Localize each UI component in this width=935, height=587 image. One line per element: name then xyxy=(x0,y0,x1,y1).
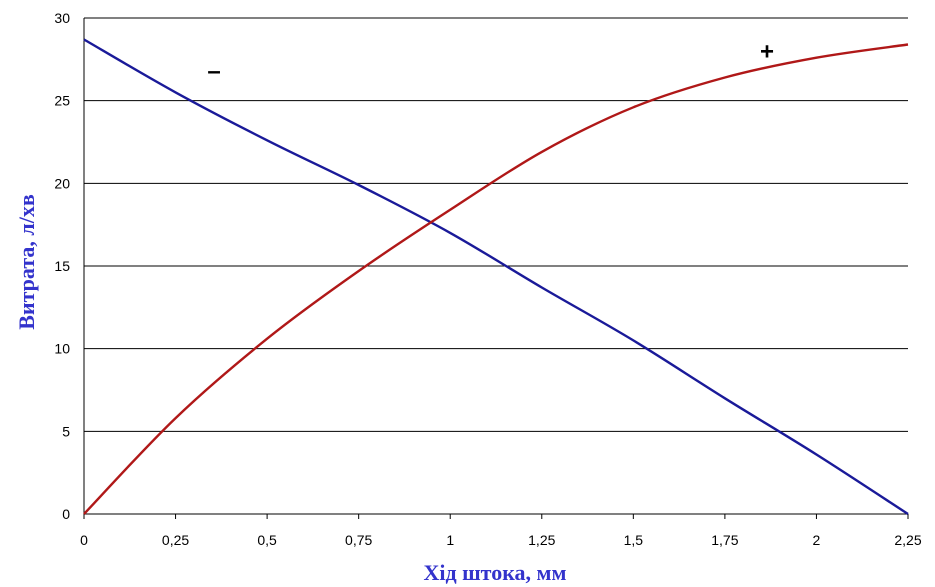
x-tick-label: 1,5 xyxy=(624,532,644,548)
y-tick-label: 10 xyxy=(54,341,70,357)
x-tick-label: 0,75 xyxy=(345,532,372,548)
x-tick-label: 1,25 xyxy=(528,532,555,548)
series-line-decreasing xyxy=(83,38,909,516)
x-axis-title: Хід штока, мм xyxy=(423,560,566,585)
plus-marker: + xyxy=(760,38,774,65)
y-tick-label: 15 xyxy=(54,258,70,274)
x-tick-label: 1 xyxy=(446,532,454,548)
grid-lines xyxy=(83,17,909,519)
y-tick-label: 30 xyxy=(54,10,70,26)
y-tick-label: 5 xyxy=(62,423,70,439)
y-tick-label: 0 xyxy=(62,506,70,522)
series-markers: –+ xyxy=(207,38,774,85)
x-tick-label: 2,25 xyxy=(894,532,921,548)
x-tick-label: 0,25 xyxy=(162,532,189,548)
y-axis-title: Витрата, л/хв xyxy=(14,194,39,330)
minus-marker: – xyxy=(207,58,220,85)
x-tick-label: 1,75 xyxy=(711,532,738,548)
x-tick-label: 0 xyxy=(80,532,88,548)
series-line-increasing xyxy=(83,43,909,515)
x-tick-label: 2 xyxy=(813,532,821,548)
tick-labels: 0 5 10 15 20 25 30 0 0,25 0,5 0,75 1 1,25 1,5 1,75 2 2,2… xyxy=(54,10,921,548)
x-tick-label: 0,5 xyxy=(257,532,277,548)
series-lines xyxy=(83,38,909,516)
y-tick-label: 20 xyxy=(54,175,70,191)
y-tick-label: 25 xyxy=(54,93,70,109)
